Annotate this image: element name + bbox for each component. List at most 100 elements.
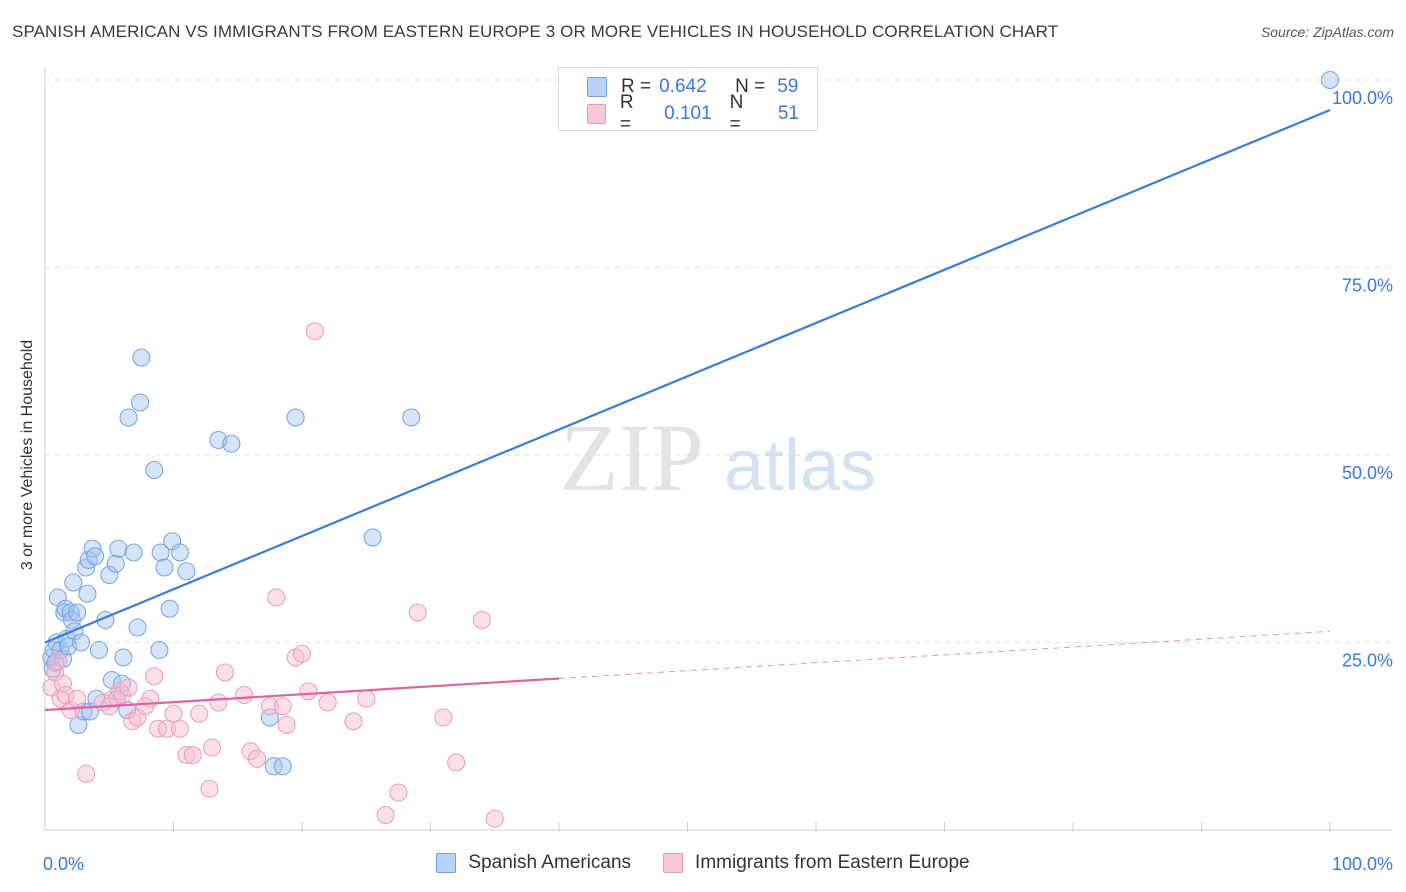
spanish-americans-point [83, 539, 102, 558]
series-swatch-pink [663, 853, 684, 873]
spanish-americans-point [145, 460, 164, 480]
legend-n-value: 59 [777, 76, 799, 97]
spanish-americans-point [132, 348, 151, 367]
legend-r-value: 0.101 [664, 103, 712, 124]
spanish-americans-point [119, 408, 138, 427]
eastern-europe-point [408, 603, 427, 622]
eastern-europe-point [344, 712, 363, 731]
x-tick-label-min: 0.0% [43, 854, 84, 874]
watermark-atlas: atlas [724, 426, 876, 506]
spanish-americans-point [273, 757, 292, 776]
chart-title: SPANISH AMERICAN VS IMMIGRANTS FROM EAST… [12, 22, 1059, 41]
eastern-europe-point [145, 667, 164, 686]
spanish-americans-point [170, 543, 189, 562]
trend-lines [44, 108, 1331, 712]
watermark-zip: ZIP [560, 404, 704, 511]
eastern-europe-point [235, 685, 254, 705]
eastern-europe-point [447, 753, 466, 772]
eastern-europe-trend-line-extension [558, 630, 1331, 679]
spanish-americans-point [402, 408, 421, 427]
spanish-americans-point [68, 603, 87, 622]
eastern-europe-point [170, 719, 189, 738]
series-label: Immigrants from Eastern Europe [695, 852, 970, 873]
eastern-europe-point [292, 644, 312, 663]
legend: R = 0.642 N = 59 R = 0.101 N = 51 [558, 67, 818, 135]
legend-n-value: 51 [777, 103, 799, 124]
legend-n-label: N = [729, 92, 744, 135]
y-tick-label: 25.0% [1342, 651, 1393, 671]
spanish-americans-point [150, 640, 169, 660]
spanish-americans-point [61, 603, 80, 622]
eastern-europe-point [203, 738, 222, 757]
spanish-americans-trend-line [44, 108, 1331, 644]
spanish-americans-point [1320, 70, 1340, 90]
spanish-americans-point [222, 434, 241, 453]
spanish-americans-point [109, 539, 128, 558]
legend-r-label: R = [621, 76, 652, 97]
eastern-europe-point [113, 685, 132, 705]
spanish-americans-point [363, 528, 382, 547]
eastern-europe-point [305, 322, 324, 341]
eastern-europe-point [119, 678, 138, 697]
spanish-americans-point [69, 715, 88, 735]
eastern-europe-point [241, 742, 260, 761]
eastern-europe-point [277, 715, 296, 735]
legend-r-label: R = [619, 92, 634, 135]
spanish-americans-point [151, 543, 170, 562]
eastern-europe-point [485, 809, 504, 828]
legend-n-label: N = [735, 76, 766, 97]
eastern-europe-point [68, 689, 87, 708]
eastern-europe-point [183, 745, 202, 765]
spanish-americans-point [86, 547, 105, 566]
eastern-europe-point [215, 663, 234, 682]
eastern-europe-point [200, 779, 219, 798]
y-tick-label: 100.0% [1332, 88, 1393, 108]
data-points [42, 70, 1340, 828]
legend-swatch-blue [587, 77, 607, 97]
x-tick-label-max: 100.0% [1332, 854, 1393, 874]
spanish-americans-point [177, 562, 196, 581]
watermark: ZIP atlas [560, 404, 876, 511]
spanish-americans-point [64, 573, 83, 592]
eastern-europe-point [53, 674, 73, 693]
spanish-americans-point [131, 393, 150, 412]
eastern-europe-point [267, 588, 286, 607]
series-legend-eastern-europe: Immigrants from Eastern Europe [663, 852, 970, 874]
eastern-europe-point [104, 689, 123, 708]
eastern-europe-point [299, 682, 318, 701]
legend-row-spanish-americans: R = 0.642 N = 59 [587, 74, 816, 100]
eastern-europe-point [190, 704, 209, 723]
spanish-americans-point [71, 633, 91, 652]
eastern-europe-point [209, 693, 228, 712]
eastern-europe-point [472, 610, 491, 630]
eastern-europe-trend-line [44, 677, 560, 712]
spanish-americans-point [124, 543, 143, 562]
eastern-europe-point [48, 652, 67, 671]
spanish-americans-point [128, 618, 147, 637]
spanish-americans-point [114, 648, 133, 667]
spanish-americans-point [89, 640, 109, 660]
grid-lines [45, 79, 1392, 643]
eastern-europe-point [77, 764, 96, 783]
eastern-europe-point [376, 805, 395, 825]
eastern-europe-point [389, 783, 408, 802]
spanish-americans-point [78, 584, 97, 603]
spanish-americans-point [160, 599, 179, 618]
legend-swatch-pink [587, 104, 606, 124]
y-tick-label: 50.0% [1342, 463, 1393, 483]
eastern-europe-point [357, 689, 376, 708]
legend-r-value: 0.642 [659, 76, 707, 97]
series-legend-spanish-americans: Spanish Americans [436, 852, 631, 874]
eastern-europe-point [434, 708, 453, 727]
spanish-americans-point [155, 558, 174, 577]
axes [44, 68, 1392, 832]
series-legend: Spanish Americans Immigrants from Easter… [0, 852, 1406, 874]
eastern-europe-point [260, 697, 279, 716]
spanish-americans-point [106, 554, 125, 573]
spanish-americans-point [286, 408, 305, 427]
series-label: Spanish Americans [468, 852, 632, 873]
tick-labels: 25.0% 50.0% 75.0% 100.0% 0.0% 100.0% [43, 88, 1393, 874]
series-swatch-blue [436, 853, 457, 873]
eastern-europe-point [273, 697, 292, 716]
y-tick-label: 75.0% [1342, 276, 1393, 296]
